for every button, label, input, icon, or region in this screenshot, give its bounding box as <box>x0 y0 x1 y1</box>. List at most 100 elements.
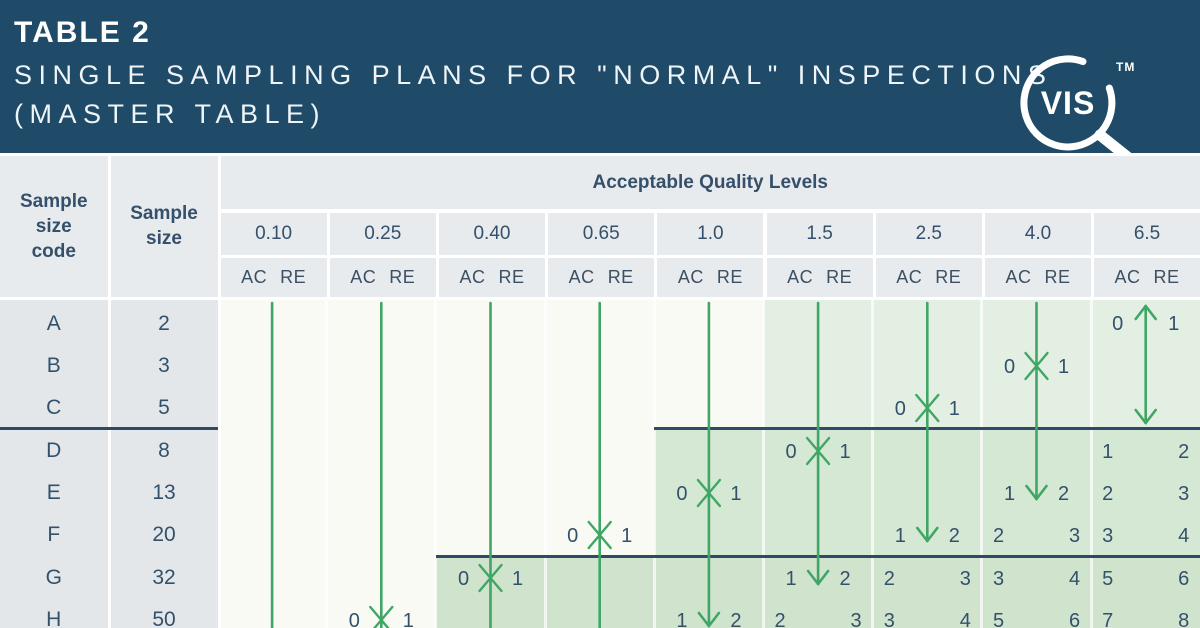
row-size-label: 50 <box>152 608 176 628</box>
header-sample-size-label: Sample size <box>130 203 198 250</box>
row-size-cell: 20 <box>111 514 218 556</box>
aql-level-label: 4.0 <box>1024 222 1052 244</box>
ac-re-cell: AC RE <box>657 257 764 297</box>
header-aql: Acceptable Quality Levels <box>220 156 1200 209</box>
magnifier-handle-icon <box>1094 129 1132 153</box>
re-label: RE <box>280 266 307 287</box>
page-title: SINGLE SAMPLING PLANS FOR "NORMAL" INSPE… <box>14 60 1053 90</box>
aql-level-label: 1.0 <box>697 222 724 244</box>
title-banner: TABLE 2 SINGLE SAMPLING PLANS FOR "NORMA… <box>0 0 1200 153</box>
ac-label: AC <box>350 266 377 287</box>
ac-re-cell: AC RE <box>984 257 1092 297</box>
aql-level-label: 1.5 <box>806 222 833 244</box>
header-sample-size-code-label: Sample size code <box>19 190 88 262</box>
row-code-cell: G <box>0 557 108 599</box>
logo-text: VIS <box>1041 85 1096 121</box>
header-sample-size: Sample size <box>110 156 218 297</box>
row-size-label: 8 <box>158 439 170 462</box>
column-separator <box>871 300 875 628</box>
row-size-label: 32 <box>152 566 176 589</box>
green-zone-rows-d-f <box>654 428 1200 557</box>
aql-level-cell: 1.5 <box>766 212 873 255</box>
aql-level-label: 0.65 <box>582 222 620 244</box>
re-label: RE <box>607 266 634 287</box>
column-separator <box>543 300 547 628</box>
row-code-cell: H <box>0 599 108 628</box>
row-code-label: C <box>46 396 62 419</box>
vis-magnifier-logo: VIS TM <box>1020 55 1134 153</box>
row-size-label: 13 <box>152 481 176 504</box>
ac-label: AC <box>459 266 486 287</box>
row-code-cell: F <box>0 514 108 556</box>
aql-level-cell: 0.10 <box>220 212 327 255</box>
re-label: RE <box>826 266 853 287</box>
row-size-label: 3 <box>158 354 170 377</box>
row-code-label: E <box>46 481 61 504</box>
rule-under-c-right <box>654 426 1200 430</box>
ac-re-cell: AC RE <box>329 257 436 297</box>
row-size-label: 2 <box>158 312 170 335</box>
re-label: RE <box>1153 266 1180 287</box>
row-size-cell: 3 <box>111 345 218 387</box>
ac-label: AC <box>568 266 595 287</box>
ac-label: AC <box>677 266 704 287</box>
row-code-cell: E <box>0 472 108 514</box>
aql-level-cell: 0.25 <box>329 212 436 255</box>
header-sample-size-code: Sample size code <box>0 156 108 297</box>
row-code-cell: C <box>0 387 108 429</box>
column-separator <box>1089 300 1093 628</box>
aql-level-label: 2.5 <box>915 222 942 244</box>
ac-re-cell: AC RE <box>766 257 873 297</box>
rule-under-f <box>435 554 1200 558</box>
re-label: RE <box>716 266 743 287</box>
aql-level-label: 0.40 <box>473 222 511 244</box>
row-code-label: F <box>47 523 61 546</box>
aql-level-cell: 0.65 <box>548 212 655 255</box>
ac-label: AC <box>896 266 923 287</box>
row-size-cell: 32 <box>111 557 218 599</box>
rule-under-c-left <box>0 426 218 430</box>
row-size-cell: 50 <box>111 599 218 628</box>
green-zone-rows-g-h <box>435 556 1200 628</box>
body-col-code-bg <box>0 300 108 628</box>
row-code-label: A <box>46 312 61 335</box>
ac-re-cell: AC RE <box>548 257 655 297</box>
row-size-cell: 2 <box>111 303 218 345</box>
row-code-label: D <box>46 439 62 462</box>
re-label: RE <box>389 266 416 287</box>
row-size-cell: 13 <box>111 472 218 514</box>
row-code-cell: B <box>0 345 108 387</box>
aql-level-label: 0.10 <box>255 222 293 244</box>
column-separator <box>762 300 765 628</box>
row-size-cell: 8 <box>111 430 218 472</box>
re-label: RE <box>1044 266 1071 287</box>
aql-level-cell: 4.0 <box>984 212 1092 255</box>
aql-level-label: 0.25 <box>364 222 402 244</box>
column-separator <box>652 300 656 628</box>
row-size-cell: 5 <box>111 387 218 429</box>
row-code-label: B <box>46 354 61 377</box>
row-code-cell: A <box>0 303 108 345</box>
ac-re-cell: AC RE <box>438 257 546 297</box>
column-separator <box>325 300 329 628</box>
ac-label: AC <box>1005 266 1032 287</box>
header-aql-label: Acceptable Quality Levels <box>592 171 829 193</box>
ac-re-cell: AC RE <box>1094 257 1200 297</box>
ac-re-cell: AC RE <box>875 257 982 297</box>
aql-level-cell: 6.5 <box>1094 212 1200 255</box>
row-code-label: H <box>46 608 62 628</box>
column-separator <box>980 300 984 628</box>
aql-level-cell: 2.5 <box>875 212 982 255</box>
magnifier-circle-icon <box>1020 55 1116 151</box>
row-size-label: 20 <box>152 523 176 546</box>
ac-label: AC <box>787 266 814 287</box>
ac-label: AC <box>241 266 268 287</box>
aql-level-cell: 0.40 <box>438 212 546 255</box>
page-subtitle: (MASTER TABLE) <box>14 99 327 129</box>
aql-level-label: 6.5 <box>1133 222 1161 244</box>
ac-label: AC <box>1114 266 1141 287</box>
re-label: RE <box>498 266 525 287</box>
row-size-label: 5 <box>158 396 170 419</box>
row-code-label: G <box>45 566 62 589</box>
